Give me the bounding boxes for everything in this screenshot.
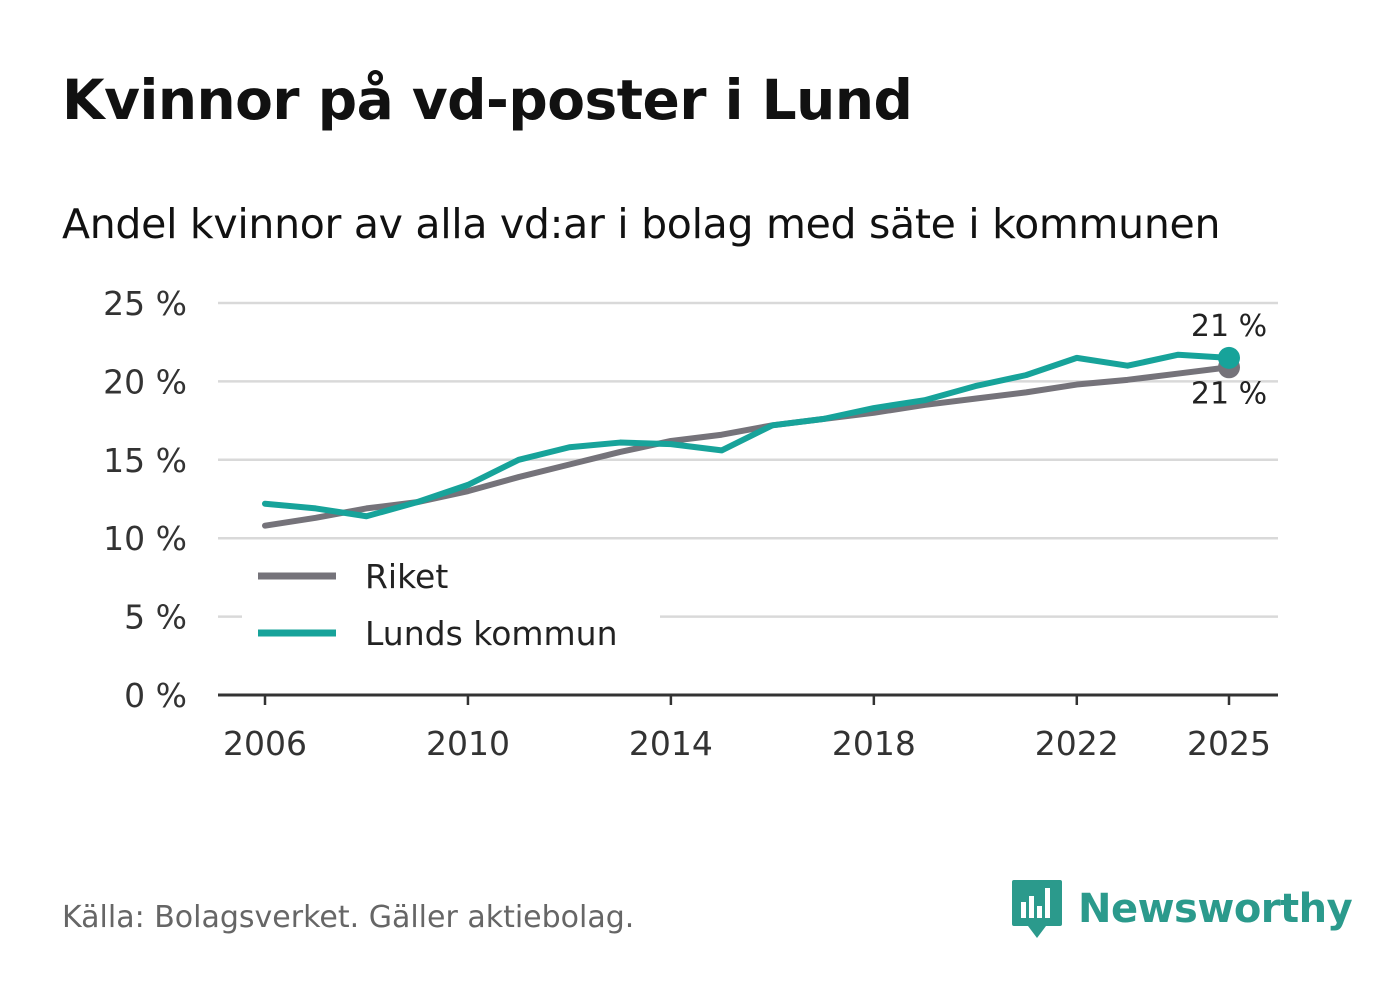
x-tick-label: 2010 (426, 724, 510, 763)
x-tick-label: 2025 (1187, 724, 1271, 763)
brand-name: Newsworthy (1078, 886, 1353, 932)
y-axis-ticks: 0 % 5 % 10 % 15 % 20 % 25 % (103, 284, 187, 715)
y-tick-label: 0 % (124, 676, 187, 715)
y-tick-label: 10 % (103, 519, 187, 558)
legend: Riket Lunds kommun (242, 548, 660, 660)
end-marker-lunds-kommun (1218, 346, 1240, 369)
y-tick-label: 15 % (103, 441, 187, 480)
legend-background (242, 548, 660, 660)
line-chart: 0 %5 %10 %15 %20 %25 % 2006 2010 2014 2018 2… (103, 284, 1278, 763)
chart-subtitle: Andel kvinnor av alla vd:ar i bolag med … (62, 200, 1221, 248)
y-tick-label: 20 % (103, 362, 187, 401)
x-tick-label: 2006 (223, 724, 307, 763)
x-tick-label: 2014 (629, 724, 713, 763)
brand-logo[interactable]: Newsworthy (1010, 878, 1353, 940)
series-lines (262, 351, 1232, 529)
end-label-lunds-kommun: 21 % (1191, 309, 1267, 344)
end-label-riket: 21 % (1191, 376, 1267, 411)
legend-label-riket: Riket (365, 557, 448, 596)
x-tick-label: 2018 (832, 724, 916, 763)
source-note: Källa: Bolagsverket. Gäller aktiebolag. (62, 900, 635, 935)
legend-label-lunds-kommun: Lunds kommun (365, 614, 618, 653)
end-markers: 21 % 21 % (1191, 309, 1267, 411)
chart-title: Kvinnor på vd-poster i Lund (62, 68, 913, 132)
newsworthy-logo-icon (1012, 880, 1062, 938)
x-axis-ticks: 2006 2010 2014 2018 2022 2025 (223, 695, 1271, 763)
y-tick-label: 5 % (124, 598, 187, 637)
y-tick-label: 25 % (103, 284, 187, 323)
series-line-lunds-kommun (262, 351, 1232, 520)
x-tick-label: 2022 (1035, 724, 1119, 763)
